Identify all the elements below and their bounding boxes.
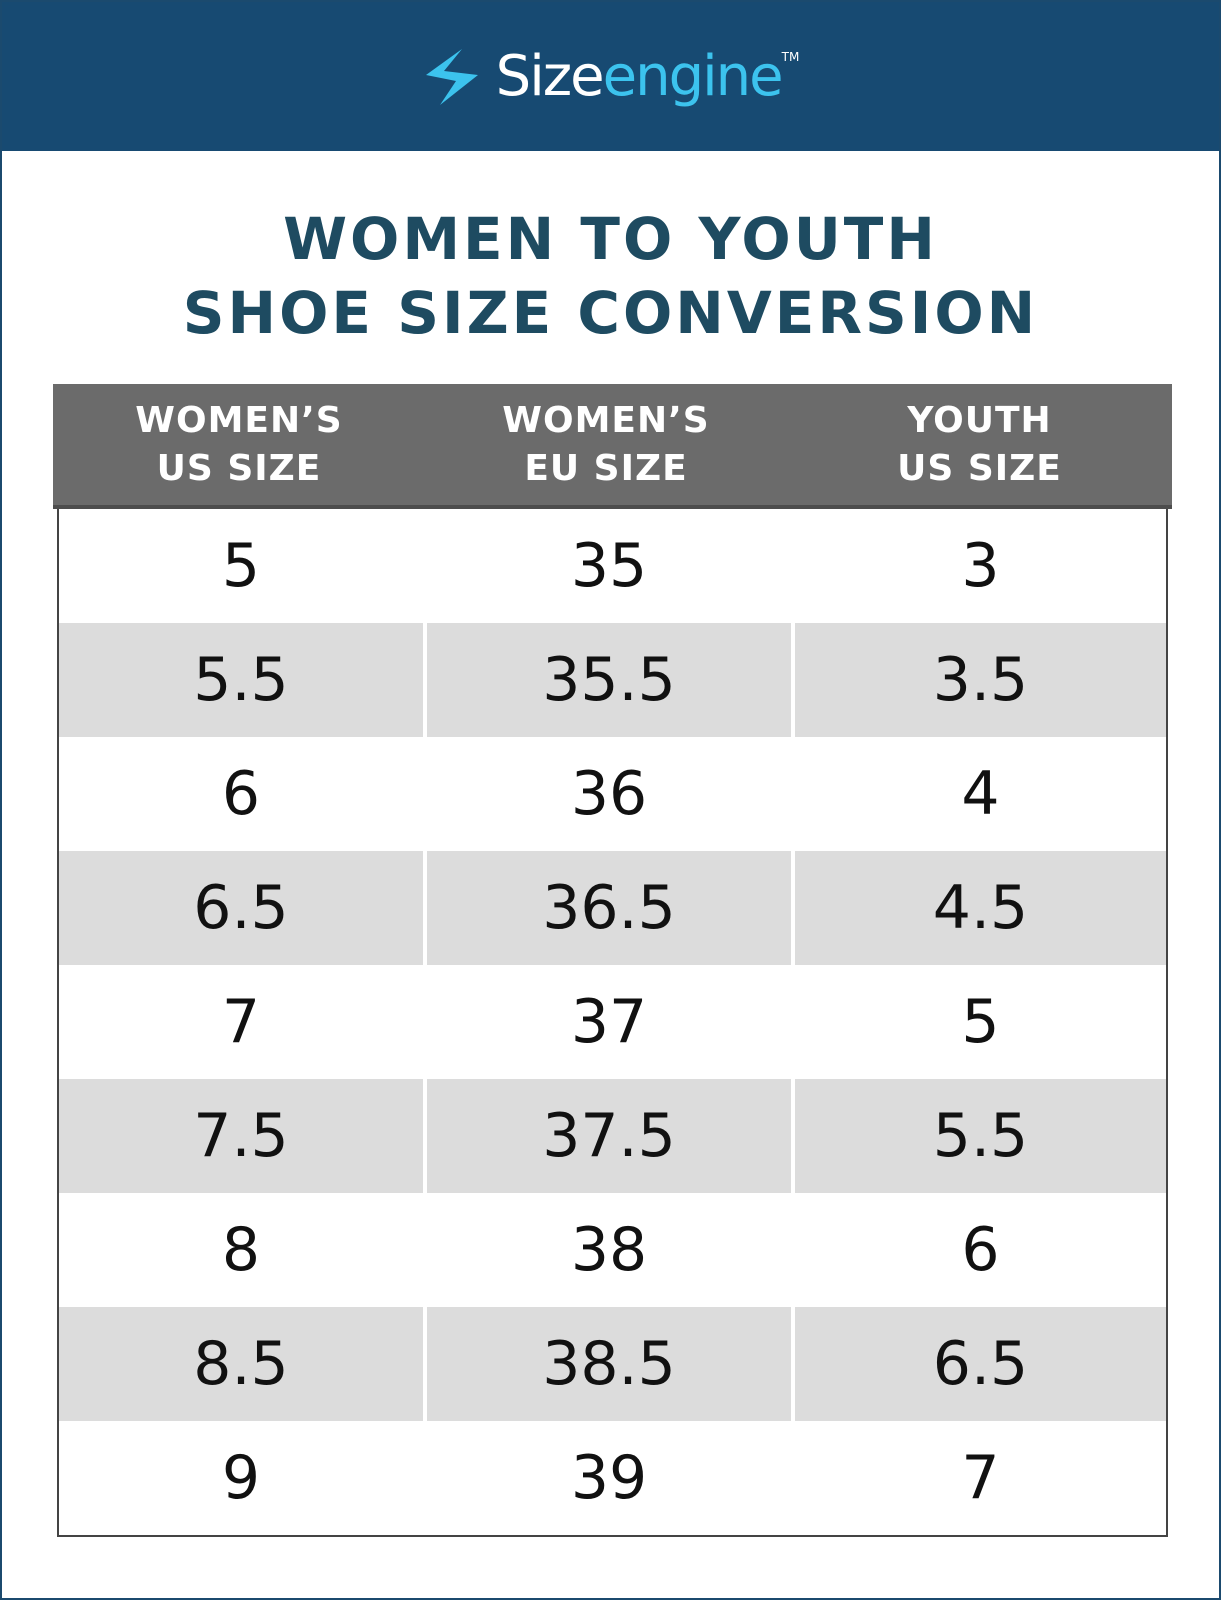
table-cell: 7 (961, 1443, 1000, 1513)
brand-logo (425, 48, 478, 105)
table-cell: 7.5 (59, 1079, 423, 1193)
brand-size: Size (495, 44, 605, 109)
column-header-line: US SIZE (156, 447, 322, 489)
table-row: 8 38 6 (59, 1193, 1166, 1307)
table-cell: 6 (221, 759, 261, 829)
table-cell: 36 (570, 759, 648, 829)
table-cell: 38 (570, 1215, 648, 1285)
table-cell: 6.5 (795, 1307, 1166, 1421)
table-cell: 5.5 (795, 1079, 1166, 1193)
column-header-line: EU SIZE (524, 447, 688, 489)
table-row: 5.5 35.5 3.5 (59, 623, 1166, 737)
brand-engine: engine (602, 44, 784, 109)
title-line: SHOE SIZE CONVERSION (182, 279, 1039, 347)
table-cell: 6.5 (59, 851, 423, 965)
table-cell: 5 (961, 987, 1000, 1057)
table-cell: 37.5 (427, 1079, 791, 1193)
table-cell: 39 (570, 1443, 648, 1513)
table-row: 7 37 5 (59, 965, 1166, 1079)
top-bar: SizeengineTM (2, 2, 1219, 151)
table-cell: 35.5 (427, 623, 791, 737)
table-cell: 5.5 (59, 623, 423, 737)
table-cell: 37 (570, 987, 648, 1057)
table-cell: 7 (221, 987, 261, 1057)
column-header: YOUTH US SIZE (787, 384, 1172, 505)
table-row: 8.5 38.5 6.5 (59, 1307, 1166, 1421)
table-body: 5 35 3 5.5 35.5 3.5 6 36 4 6.5 36.5 4.5 7 37 5 7.5 37.5 5… (57, 509, 1168, 1537)
table-cell: 38.5 (427, 1307, 791, 1421)
table-row: 9 39 7 (59, 1421, 1166, 1535)
table-cell: 4 (961, 759, 1000, 829)
trademark: TM (781, 50, 800, 64)
brand-name: SizeengineTM (496, 44, 800, 109)
table-row: 6.5 36.5 4.5 (59, 851, 1166, 965)
table-cell: 3 (961, 531, 1000, 601)
table-row: 7.5 37.5 5.5 (59, 1079, 1166, 1193)
table-cell: 8 (221, 1215, 261, 1285)
column-header: WOMEN’S EU SIZE (425, 384, 787, 505)
table-cell: 35 (570, 531, 648, 601)
column-header-line: WOMEN’S (502, 399, 710, 441)
table-cell: 3.5 (795, 623, 1166, 737)
size-table: WOMEN’S US SIZE WOMEN’S EU SIZE YOUTH US SIZE… (53, 384, 1172, 1537)
table-cell: 36.5 (427, 851, 791, 965)
table-row: 5 35 3 (59, 509, 1166, 623)
table-row: 6 36 4 (59, 737, 1166, 851)
column-header-line: WOMEN’S (135, 399, 343, 441)
brand: SizeengineTM (422, 44, 800, 109)
table-cell: 8.5 (59, 1307, 423, 1421)
table-cell: 6 (961, 1215, 1000, 1285)
column-header: WOMEN’S US SIZE (53, 384, 425, 505)
table-header: WOMEN’S US SIZE WOMEN’S EU SIZE YOUTH US SIZE (53, 384, 1172, 509)
table-cell: 9 (221, 1443, 261, 1513)
column-header-line: YOUTH (907, 399, 1052, 441)
table-cell: 5 (221, 531, 261, 601)
column-header-line: US SIZE (897, 447, 1062, 489)
title: WOMEN TO YOUTH SHOE SIZE CONVERSION (2, 202, 1219, 350)
table-cell: 4.5 (795, 851, 1166, 965)
title-line: WOMEN TO YOUTH (283, 205, 938, 273)
